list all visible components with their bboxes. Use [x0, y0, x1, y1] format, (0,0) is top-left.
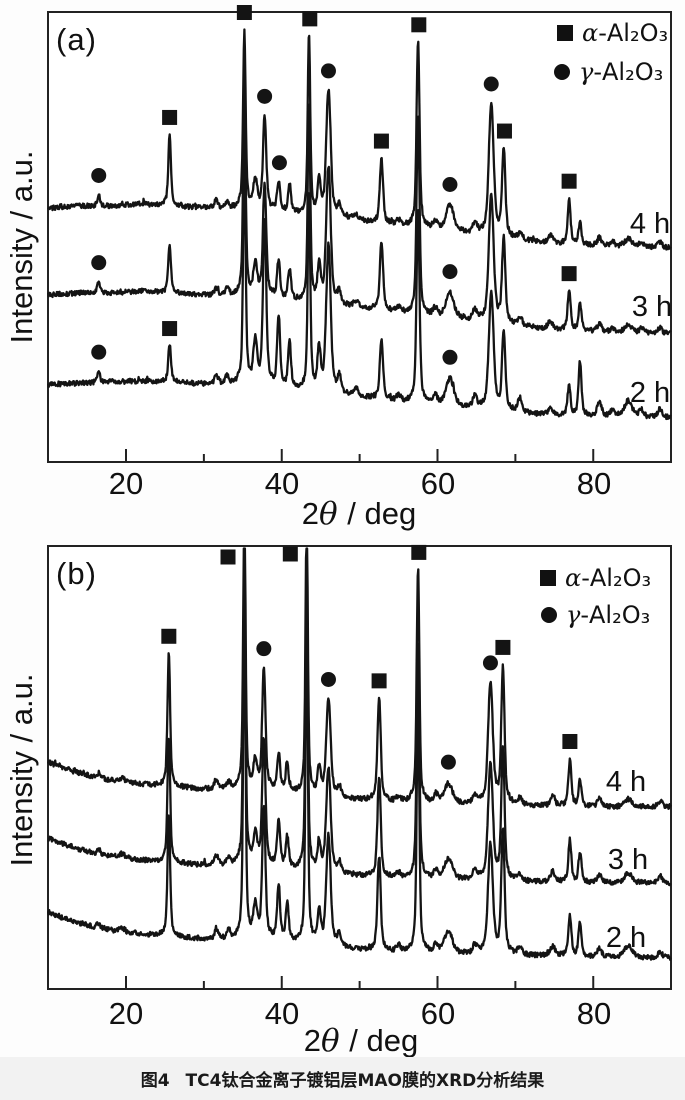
gamma-peak-marker	[320, 671, 336, 687]
alpha-peak-marker	[162, 109, 178, 125]
figure-caption-text: TC4钛合金离子镀铝层MAO膜的XRD分析结果	[185, 1071, 545, 1091]
x-tick-40-a: 40	[264, 466, 300, 501]
gamma-peak-marker	[442, 264, 458, 280]
alpha-peak-marker	[561, 173, 577, 189]
figure-caption: 图4 TC4钛合金离子镀铝层MAO膜的XRD分析结果	[0, 1057, 685, 1100]
legend-entry-alpha-b: α-Al₂O₃	[540, 562, 651, 594]
legend-label-gamma: γ-Al₂O₃	[566, 601, 651, 629]
xrd-trace-2h-panel-b	[46, 608, 672, 961]
trace-label-2h-a: 2 h	[629, 377, 671, 409]
gamma-peak-marker	[256, 641, 272, 657]
panel-a-label: (a)	[56, 22, 97, 57]
xrd-trace-4h-panel-b	[47, 547, 672, 810]
alpha-peak-marker	[562, 733, 578, 749]
y-axis-title-a: Intensity / a.u.	[4, 150, 39, 344]
legend-entry-alpha-a: α-Al₂O₃	[557, 17, 668, 49]
x-tick-20-a: 20	[108, 466, 144, 501]
gamma-peak-marker	[91, 255, 107, 271]
gamma-peak-marker	[91, 167, 107, 183]
xrd-trace-2h-panel-a	[46, 154, 672, 421]
panel-b-label: (b)	[56, 556, 97, 591]
x-axis-title-b: 2θ / deg	[303, 1023, 419, 1059]
alpha-peak-marker	[561, 266, 577, 282]
x-tick-40-b: 40	[264, 996, 300, 1031]
gamma-peak-marker	[440, 754, 456, 770]
gamma-peak-marker	[483, 76, 499, 92]
alpha-peak-marker	[411, 544, 427, 560]
xrd-trace-3h-panel-b	[47, 563, 672, 887]
alpha-peak-marker	[161, 628, 177, 644]
legend-label-alpha: α-Al₂O₃	[565, 564, 652, 592]
gamma-phase-circle-icon	[554, 64, 570, 80]
gamma-peak-marker	[442, 349, 458, 365]
panel-box-(a)	[47, 11, 672, 463]
alpha-peak-marker	[496, 123, 512, 139]
alpha-peak-marker	[162, 321, 178, 337]
gamma-peak-marker	[320, 63, 336, 79]
x-tick-20-b: 20	[108, 996, 144, 1031]
gamma-phase-circle-icon	[541, 607, 557, 623]
alpha-peak-marker	[220, 549, 236, 565]
alpha-peak-marker	[371, 673, 387, 689]
y-axis-title-b: Intensity / a.u.	[4, 673, 39, 867]
panel-box-(b)	[47, 545, 672, 990]
alpha-phase-square-icon	[540, 570, 556, 586]
trace-label-2h-b: 2 h	[605, 922, 647, 954]
x-axis-title-a: 2θ / deg	[301, 496, 417, 532]
gamma-peak-marker	[257, 88, 273, 104]
alpha-peak-marker	[236, 5, 252, 21]
alpha-phase-square-icon	[557, 25, 573, 41]
gamma-peak-marker	[482, 655, 498, 671]
alpha-peak-marker	[302, 11, 318, 27]
figure-number: 图4	[140, 1071, 170, 1091]
trace-label-4h-a: 4 h	[629, 208, 671, 240]
x-tick-60-b: 60	[420, 996, 456, 1031]
legend-label-gamma: γ-Al₂O₃	[579, 58, 664, 86]
legend-entry-gamma-a: γ-Al₂O₃	[554, 56, 663, 88]
gamma-peak-marker	[91, 344, 107, 360]
trace-label-3h-a: 3 h	[631, 291, 673, 323]
x-tick-80-a: 80	[576, 466, 612, 501]
alpha-peak-marker	[282, 546, 298, 562]
alpha-peak-marker	[495, 639, 511, 655]
x-tick-60-a: 60	[420, 466, 456, 501]
alpha-peak-marker	[411, 17, 427, 33]
gamma-peak-marker	[271, 155, 287, 171]
trace-label-3h-b: 3 h	[607, 844, 649, 876]
legend-entry-gamma-b: γ-Al₂O₃	[541, 599, 650, 631]
xrd-trace-3h-panel-a	[46, 86, 672, 336]
gamma-peak-marker	[442, 177, 458, 193]
legend-label-alpha: α-Al₂O₃	[582, 19, 669, 47]
x-tick-80-b: 80	[576, 996, 612, 1031]
trace-label-4h-b: 4 h	[605, 766, 647, 798]
alpha-peak-marker	[373, 133, 389, 149]
xrd-trace-4h-panel-a	[47, 28, 672, 251]
